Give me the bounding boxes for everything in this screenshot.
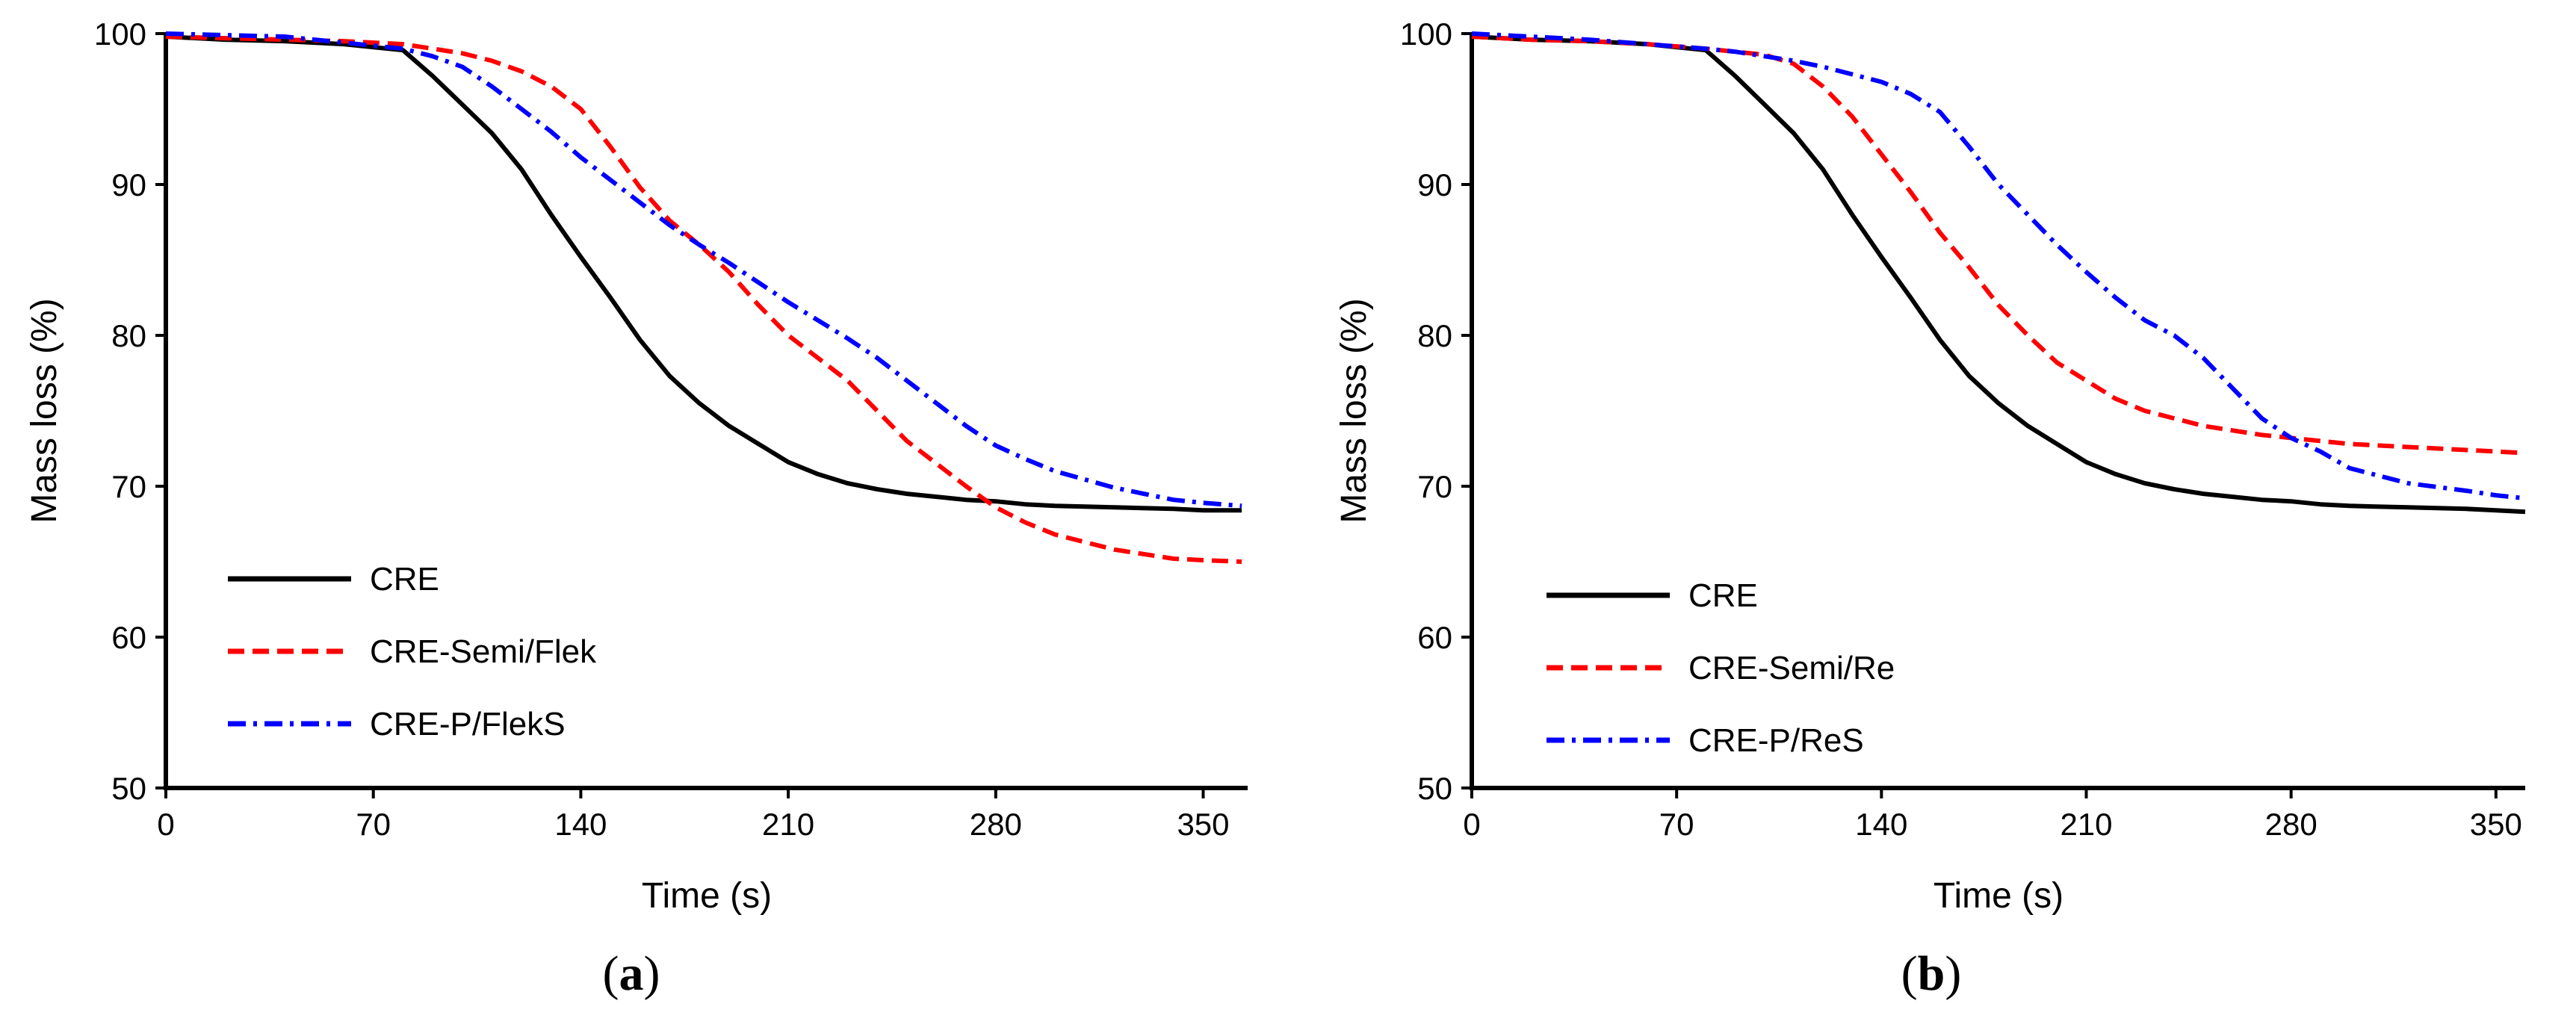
x-tick-label: 210 bbox=[2060, 807, 2112, 842]
x-tick-label: 280 bbox=[2265, 807, 2318, 842]
legend-label: CRE bbox=[370, 561, 439, 598]
chart-panel-a: 50 60 70 80 90 100 0 70 140 210 280 350 Time (s) Mass… bbox=[25, 16, 1248, 1001]
y-tick-label: 100 bbox=[94, 16, 146, 52]
y-axis-label: Mass loss (%) bbox=[1334, 298, 1374, 523]
legend-label: CRE bbox=[1688, 577, 1758, 614]
x-tick-label: 0 bbox=[157, 807, 174, 842]
chart-panel-b: 50 60 70 80 90 100 0 70 140 210 280 350 Time (s) Mass… bbox=[1334, 16, 2526, 1001]
y-tick-label: 90 bbox=[1417, 167, 1452, 202]
series-line-cre-p-res bbox=[1471, 31, 2526, 501]
y-tick-label: 90 bbox=[111, 167, 146, 202]
y-tick-label: 50 bbox=[111, 771, 146, 806]
legend-label: CRE-P/FlekS bbox=[370, 706, 566, 742]
x-axis-label: Time (s) bbox=[642, 876, 772, 916]
y-tick-label: 80 bbox=[1417, 318, 1452, 353]
y-tick-label: 50 bbox=[1417, 771, 1452, 806]
series-line-cre-semi-flek bbox=[165, 34, 1242, 564]
series-line-cre bbox=[1471, 34, 2526, 515]
series-line-cre-p-fleks bbox=[165, 31, 1242, 509]
y-tick-label: 80 bbox=[111, 318, 146, 353]
legend-label: CRE-Semi/Re bbox=[1688, 650, 1895, 686]
legend-label: CRE-Semi/Flek bbox=[370, 633, 597, 670]
series-line-cre-semi-re bbox=[1471, 34, 2526, 456]
x-tick-label: 350 bbox=[1177, 807, 1229, 842]
x-tick-label: 70 bbox=[1659, 807, 1694, 842]
panel-label: (a) bbox=[603, 946, 660, 1001]
x-tick-label: 0 bbox=[1463, 807, 1480, 842]
x-tick-label: 280 bbox=[970, 807, 1022, 842]
legend-label: CRE-P/ReS bbox=[1688, 722, 1864, 759]
panel-label: (b) bbox=[1901, 946, 1962, 1001]
x-tick-label: 70 bbox=[356, 807, 391, 842]
series-line-cre bbox=[165, 34, 1242, 513]
y-tick-label: 60 bbox=[111, 620, 146, 655]
x-tick-label: 350 bbox=[2470, 807, 2522, 842]
x-axis-label: Time (s) bbox=[1933, 876, 2063, 916]
x-tick-label: 140 bbox=[554, 807, 607, 842]
x-tick-label: 140 bbox=[1855, 807, 1907, 842]
y-tick-label: 70 bbox=[111, 469, 146, 504]
y-axis-label: Mass loss (%) bbox=[25, 298, 64, 523]
x-tick-label: 210 bbox=[762, 807, 814, 842]
y-tick-label: 100 bbox=[1400, 16, 1452, 52]
y-tick-label: 60 bbox=[1417, 620, 1452, 655]
y-tick-label: 70 bbox=[1417, 469, 1452, 504]
